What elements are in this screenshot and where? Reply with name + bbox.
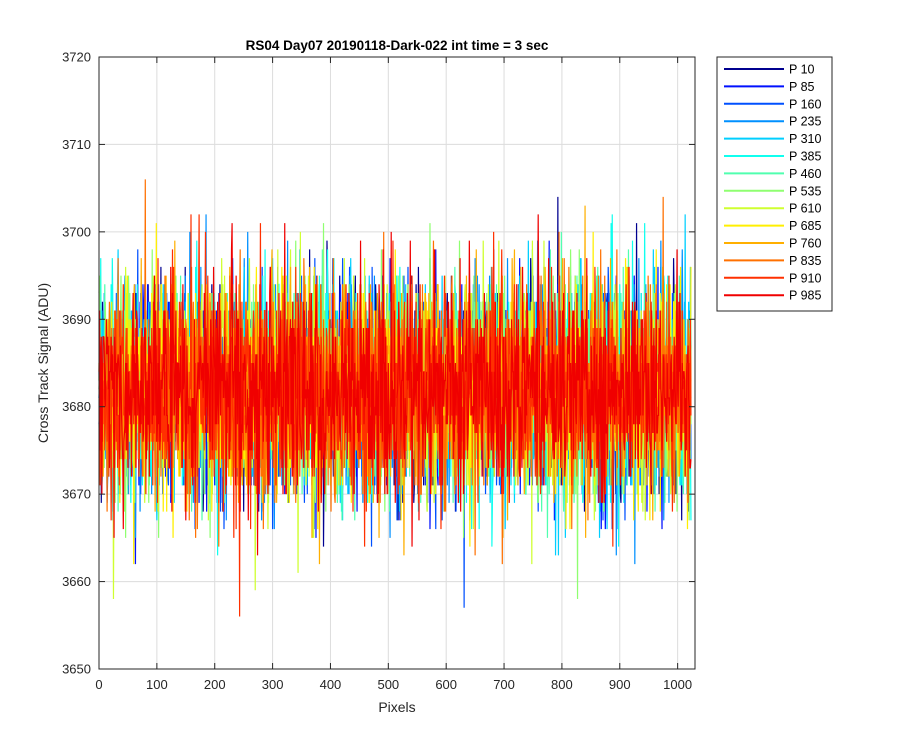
- y-tick-label: 3650: [62, 662, 91, 677]
- x-tick-label: 300: [262, 677, 284, 692]
- x-tick-label: 700: [493, 677, 515, 692]
- x-tick-label: 400: [320, 677, 342, 692]
- legend-entry-label: P 235: [789, 115, 821, 129]
- y-tick-label: 3700: [62, 224, 91, 239]
- x-tick-label: 100: [146, 677, 168, 692]
- x-tick-label: 0: [95, 677, 102, 692]
- legend-entry-label: P 610: [789, 202, 821, 216]
- legend: P 10 P 85 P 160 P 235 P 310 P 385 P 460 P 535 P …: [716, 56, 833, 312]
- legend-entry-label: P 685: [789, 219, 821, 233]
- legend-entry-label: P 910: [789, 271, 821, 285]
- legend-entry-label: P 310: [789, 132, 821, 146]
- y-tick-label: 3680: [62, 399, 91, 414]
- y-tick-label: 3670: [62, 487, 91, 502]
- y-tick-label: 3690: [62, 312, 91, 327]
- axes-box: [98, 56, 696, 670]
- legend-entry-label: P 985: [789, 289, 821, 303]
- data-series: [98, 179, 692, 617]
- y-tick-label: 3660: [62, 574, 91, 589]
- legend-entry-label: P 460: [789, 167, 821, 181]
- x-tick-label: 1000: [663, 677, 692, 692]
- x-tick-label: 800: [551, 677, 573, 692]
- legend-entry-label: P 385: [789, 150, 821, 164]
- legend-entry-label: P 10: [789, 63, 815, 77]
- series-line-p985: [98, 214, 692, 556]
- x-axis-title: Pixels: [378, 699, 415, 715]
- legend-entry-label: P 85: [789, 80, 815, 94]
- legend-entry-label: P 835: [789, 254, 821, 268]
- x-tick-label: 900: [609, 677, 631, 692]
- legend-entry-label: P 760: [789, 237, 821, 251]
- y-tick-label: 3710: [62, 137, 91, 152]
- x-tick-label: 600: [435, 677, 457, 692]
- x-tick-label: 500: [377, 677, 399, 692]
- legend-box: [716, 56, 833, 312]
- axis-ticks: 0 100 200 300 400 500 600 700 800 900 1000 3650 3660…: [62, 50, 695, 692]
- chart-title: RS04 Day07 20190118-Dark-022 int time = …: [246, 38, 549, 53]
- legend-entry-label: P 160: [789, 97, 821, 111]
- x-tick-label: 200: [204, 677, 226, 692]
- y-tick-label: 3720: [62, 50, 91, 65]
- legend-entry-label: P 535: [789, 184, 821, 198]
- y-axis-title: Cross Track Signal (ADU): [35, 283, 51, 443]
